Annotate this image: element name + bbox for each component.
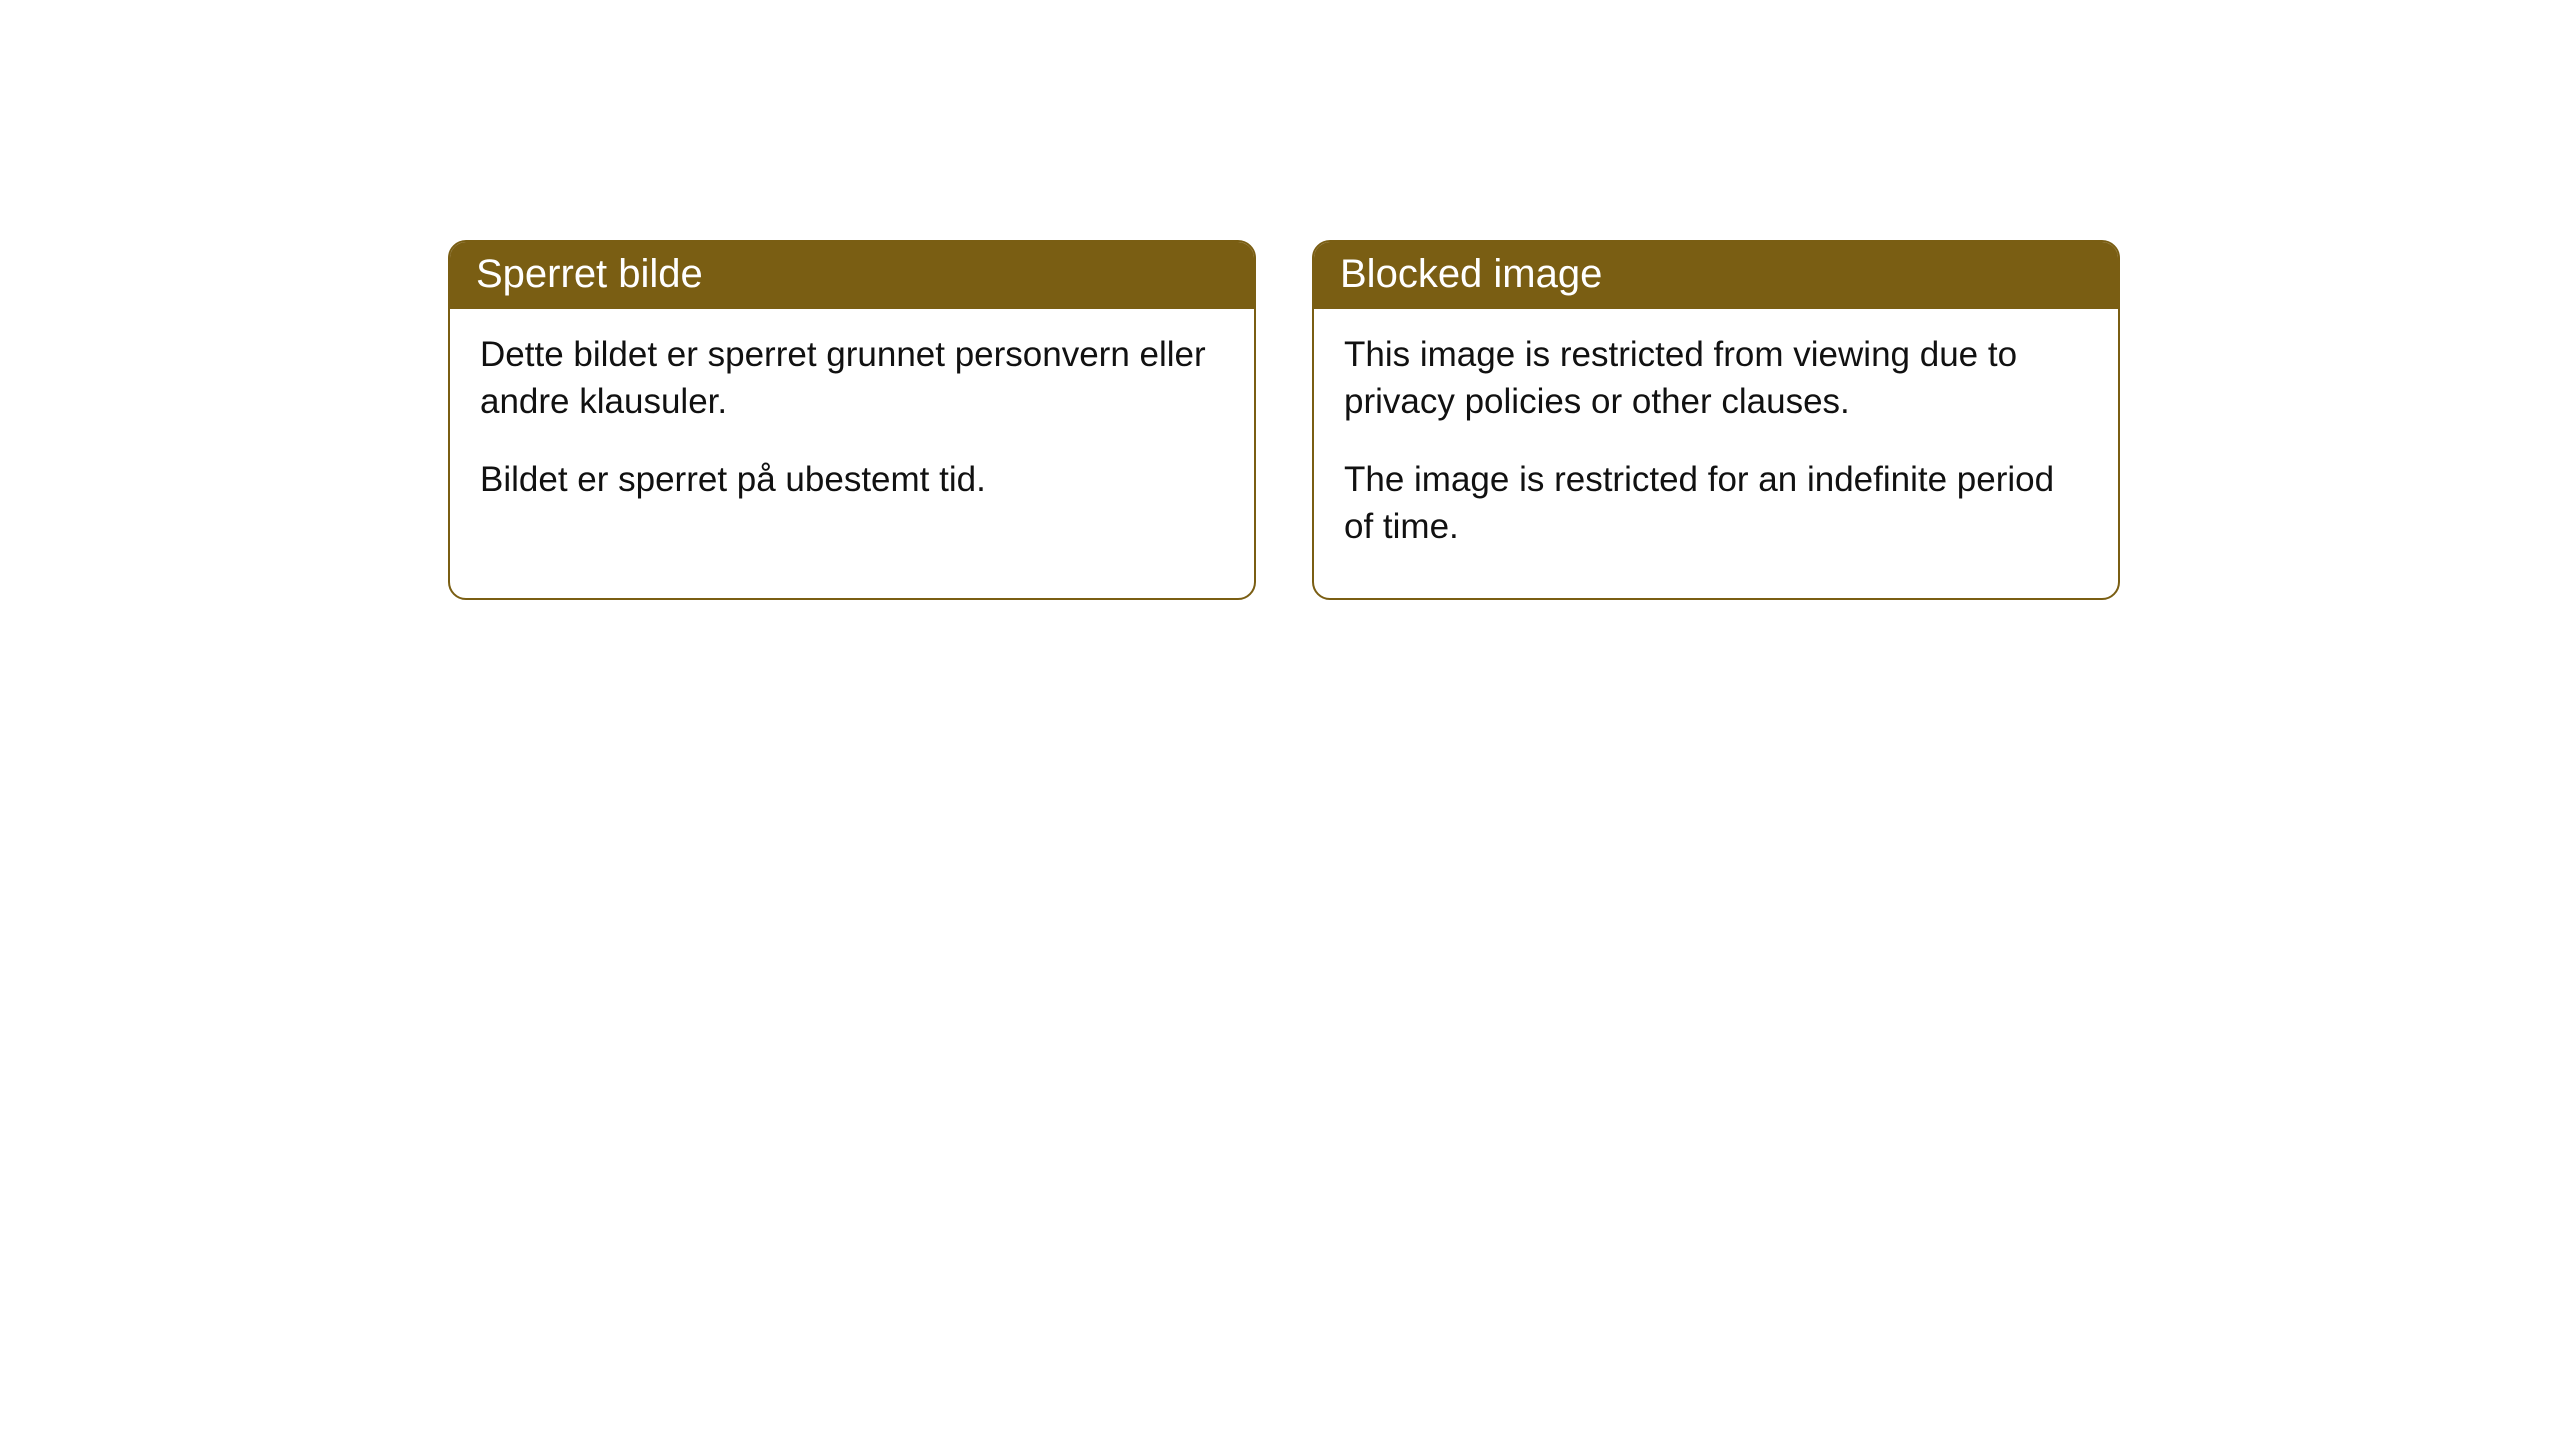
card-header: Blocked image <box>1314 242 2118 309</box>
notice-card-english: Blocked image This image is restricted f… <box>1312 240 2120 600</box>
card-title: Sperret bilde <box>476 252 703 296</box>
card-body: This image is restricted from viewing du… <box>1314 309 2118 598</box>
card-paragraph: This image is restricted from viewing du… <box>1344 331 2088 426</box>
notice-cards-container: Sperret bilde Dette bildet er sperret gr… <box>448 240 2120 600</box>
card-header: Sperret bilde <box>450 242 1254 309</box>
card-paragraph: Dette bildet er sperret grunnet personve… <box>480 331 1224 426</box>
notice-card-norwegian: Sperret bilde Dette bildet er sperret gr… <box>448 240 1256 600</box>
card-paragraph: Bildet er sperret på ubestemt tid. <box>480 456 1224 503</box>
card-title: Blocked image <box>1340 252 1602 296</box>
card-paragraph: The image is restricted for an indefinit… <box>1344 456 2088 551</box>
card-body: Dette bildet er sperret grunnet personve… <box>450 309 1254 551</box>
